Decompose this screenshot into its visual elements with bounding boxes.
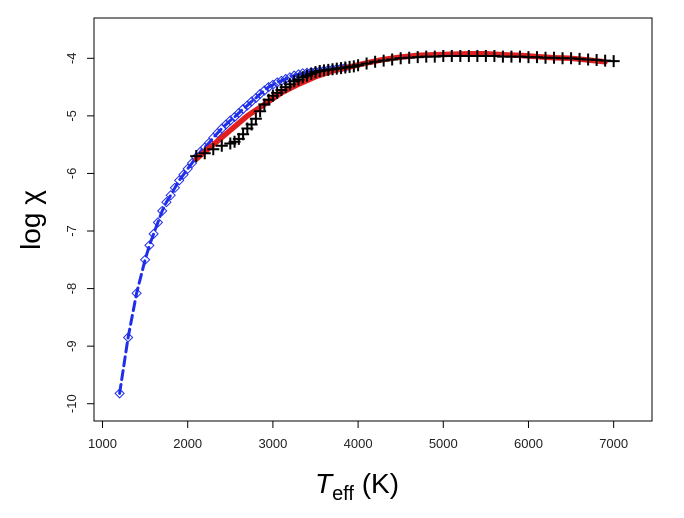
data-point-diamond (229, 111, 240, 123)
data-point-diamond (250, 92, 262, 104)
data-point-plus (207, 143, 220, 156)
x-tick-label: 7000 (599, 436, 628, 451)
data-point-plus (352, 59, 365, 72)
y-tick-label: -8 (64, 283, 79, 295)
data-point-diamond (267, 79, 279, 91)
data-point-plus (360, 57, 373, 70)
x-tick-label: 3000 (258, 436, 287, 451)
y-tick-label: -4 (64, 53, 79, 65)
x-tick-label: 1000 (88, 436, 117, 451)
series-line-red-solid (193, 50, 608, 162)
y-tick-label: -6 (64, 168, 79, 180)
series-blue-diamond-dashed (114, 62, 351, 399)
data-point-diamond (263, 81, 274, 93)
data-point-diamond (161, 196, 172, 208)
data-point-plus (190, 150, 203, 163)
data-point-diamond (186, 157, 198, 169)
y-axis: -10 -9 -8 -7 -6 -5 -4 (64, 53, 94, 413)
x-axis-title: Teff (K) (315, 468, 399, 505)
x-axis-title-sub: eff (332, 483, 354, 505)
data-point-diamond (173, 175, 185, 186)
plot-frame (93, 17, 653, 422)
x-tick-label: 6000 (514, 436, 543, 451)
series-red-solid (193, 50, 608, 162)
data-point-plus (377, 54, 390, 67)
x-axis-title-main: T (315, 468, 334, 499)
data-point-plus (369, 55, 382, 68)
data-point-diamond (122, 332, 134, 343)
data-point-diamond (182, 163, 193, 175)
data-point-diamond (225, 115, 236, 126)
x-tick-label: 5000 (429, 436, 458, 451)
data-point-diamond (114, 388, 125, 399)
x-tick-label: 2000 (173, 436, 202, 451)
data-point-plus (215, 139, 228, 152)
y-tick-label: -10 (64, 394, 79, 413)
series-line-blue-diamond-dashed (118, 66, 347, 395)
data-point-plus (198, 147, 211, 160)
data-point-diamond (254, 88, 266, 100)
data-point-plus (386, 53, 399, 66)
y-axis-title: log χ (15, 190, 46, 250)
data-point-plus (249, 112, 262, 125)
y-tick-label: -9 (64, 340, 79, 352)
data-point-diamond (169, 182, 181, 194)
y-tick-label: -5 (64, 110, 79, 122)
data-point-diamond (216, 123, 228, 134)
data-point-diamond (144, 240, 155, 251)
data-point-diamond (152, 217, 164, 228)
data-point-diamond (131, 287, 142, 299)
data-point-diamond (178, 169, 189, 180)
series-layer (114, 49, 620, 399)
data-point-diamond (246, 96, 257, 107)
x-axis-title-unit: (K) (354, 468, 399, 499)
data-point-diamond (148, 228, 159, 240)
data-point-plus (254, 105, 267, 118)
data-point-diamond (165, 190, 176, 201)
data-point-diamond (156, 205, 168, 217)
data-point-diamond (237, 103, 249, 115)
y-tick-label: -7 (64, 225, 79, 237)
x-axis: 1000 2000 3000 4000 5000 6000 7000 (88, 421, 628, 451)
data-point-diamond (259, 85, 270, 96)
x-tick-label: 4000 (344, 436, 373, 451)
data-point-diamond (139, 254, 151, 266)
data-point-plus (607, 55, 620, 68)
series-black-plus (190, 49, 620, 163)
